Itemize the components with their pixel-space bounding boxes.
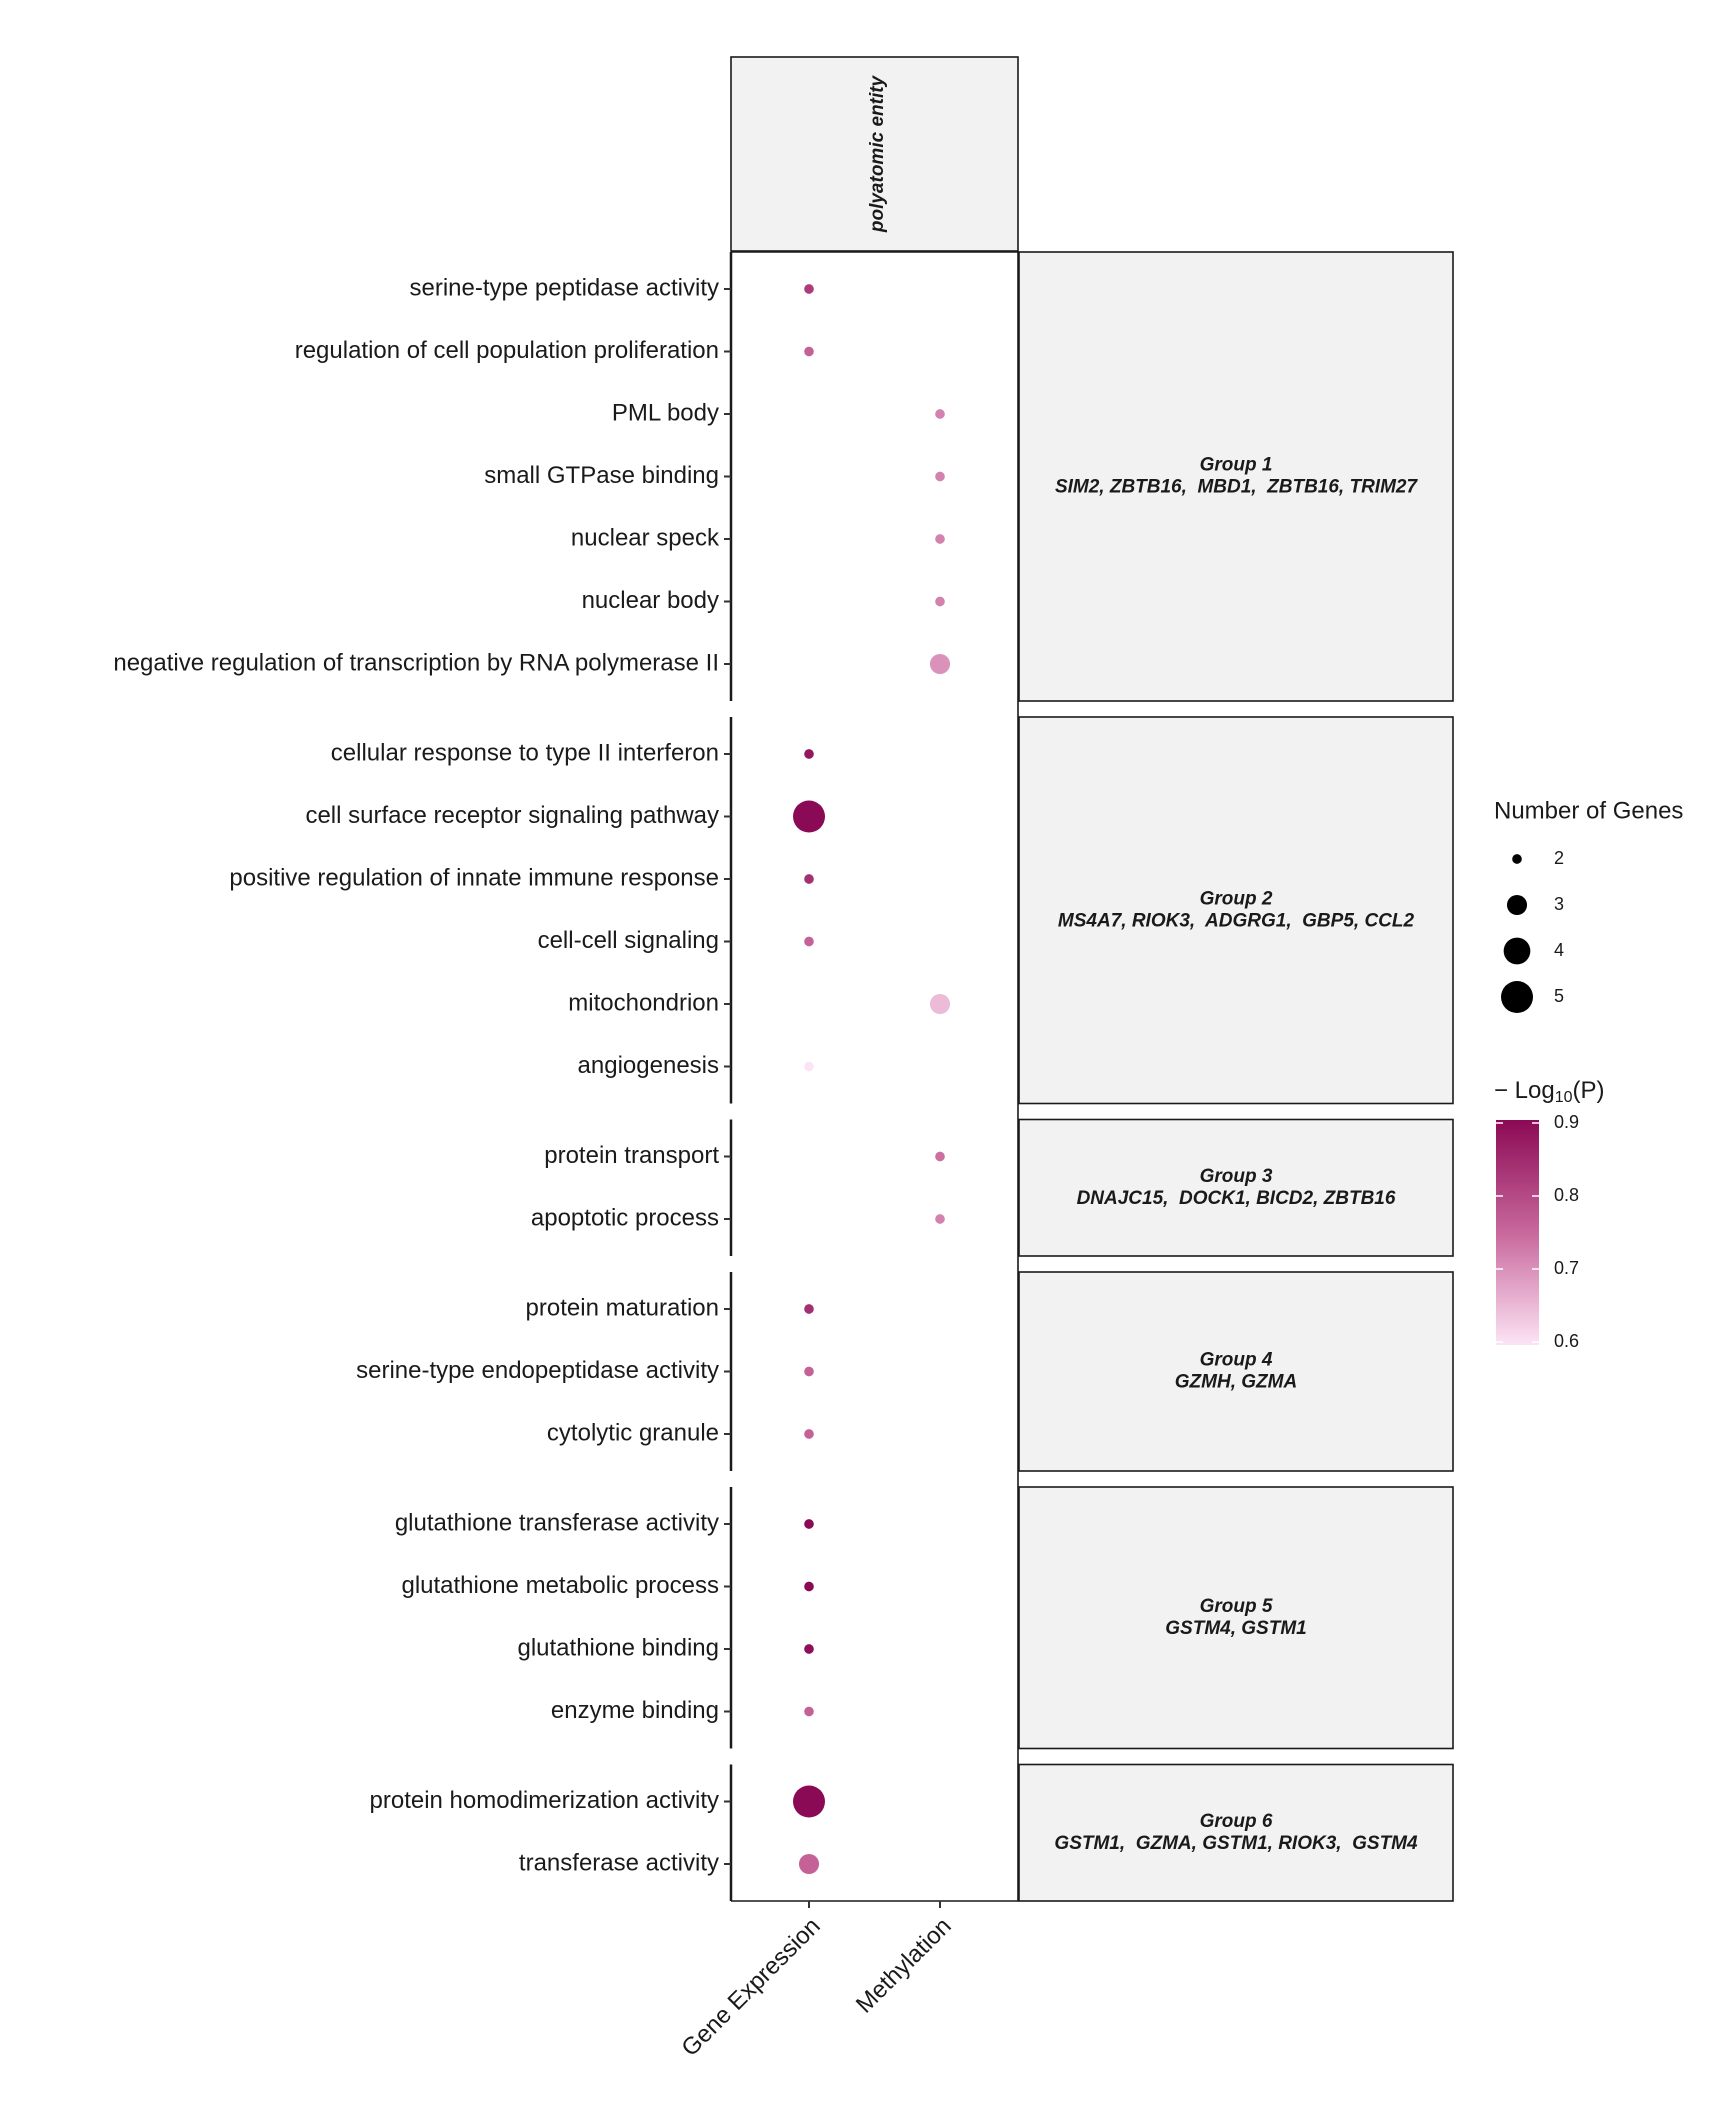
color-bar	[1496, 1120, 1539, 1345]
group-genes: DNAJC15, DOCK1, BICD2, ZBTB16	[1077, 1188, 1396, 1209]
dot	[804, 1366, 814, 1377]
dot	[804, 1061, 814, 1072]
dot	[935, 596, 945, 607]
x-tick-label: Gene Expression	[676, 1913, 825, 2062]
y-tick-label: cytolytic granule	[547, 1419, 719, 1446]
y-tick-label: glutathione metabolic process	[401, 1572, 719, 1599]
y-tick-label: regulation of cell population proliferat…	[295, 337, 719, 364]
color-bar-label: 0.9	[1554, 1112, 1579, 1132]
group-label: Group 4	[1200, 1350, 1273, 1371]
color-legend-title-prefix: − Log	[1494, 1077, 1555, 1104]
size-legend-label: 4	[1554, 940, 1564, 960]
dot	[804, 1581, 814, 1592]
color-bar-label: 0.6	[1554, 1331, 1579, 1351]
dot	[935, 1214, 945, 1224]
facet-strip	[730, 56, 1019, 252]
group-genes: GZMH, GZMA	[1175, 1372, 1297, 1393]
y-tick-label: transferase activity	[519, 1849, 719, 1876]
group-genes: MS4A7, RIOK3, ADGRG1, GBP5, CCL2	[1058, 910, 1415, 931]
y-tick-label: angiogenesis	[578, 1052, 719, 1079]
size-legend-key	[1503, 937, 1531, 965]
y-tick-label: protein transport	[544, 1142, 719, 1169]
size-legend-key	[1506, 894, 1528, 916]
y-tick-label: protein maturation	[526, 1294, 719, 1321]
y-tick-label: nuclear speck	[571, 524, 720, 551]
color-legend-title-subscript: 10	[1555, 1089, 1573, 1106]
group-genes: SIM2, ZBTB16, MBD1, ZBTB16, TRIM27	[1055, 477, 1419, 498]
dot	[793, 1785, 825, 1818]
size-legend-key	[1501, 981, 1533, 1013]
group-box	[1018, 1271, 1454, 1472]
dot	[804, 1304, 814, 1314]
dot	[929, 653, 951, 675]
group-label: Group 6	[1200, 1811, 1273, 1832]
y-tick-label: serine-type peptidase activity	[410, 274, 720, 301]
dot	[935, 471, 945, 482]
dot	[804, 874, 814, 884]
panel-border	[731, 251, 1019, 1902]
y-tick-label: PML body	[612, 399, 719, 426]
dot	[804, 284, 814, 294]
group-label: Group 2	[1200, 888, 1273, 909]
x-tick-label: Methylation	[851, 1913, 957, 2019]
size-legend-label: 3	[1554, 894, 1564, 914]
color-bar-label: 0.7	[1554, 1258, 1579, 1278]
dot	[804, 1706, 814, 1717]
dot	[798, 1853, 820, 1875]
dot	[804, 1429, 814, 1439]
group-box	[1018, 1118, 1454, 1257]
group-label: Group 3	[1200, 1166, 1273, 1187]
y-tick-label: glutathione binding	[517, 1634, 719, 1661]
y-tick-label: small GTPase binding	[484, 462, 719, 489]
size-legend-key	[1512, 854, 1522, 864]
group-box	[1018, 1486, 1454, 1750]
dot	[935, 409, 945, 419]
dot	[793, 800, 825, 833]
dot	[935, 534, 945, 544]
size-legend-title: Number of Genes	[1494, 797, 1683, 824]
y-tick-label: enzyme binding	[551, 1697, 719, 1724]
group-label: Group 5	[1200, 1596, 1273, 1617]
group-box	[1018, 1763, 1454, 1902]
facet-label: polyatomic entity	[867, 74, 888, 233]
group-box	[1018, 716, 1454, 1105]
color-legend-title: − Log10(P)	[1494, 1077, 1605, 1106]
y-tick-label: serine-type endopeptidase activity	[356, 1357, 719, 1384]
y-tick-label: cellular response to type II interferon	[331, 739, 719, 766]
y-tick-label: apoptotic process	[531, 1204, 719, 1231]
group-box	[1018, 251, 1454, 702]
group-genes: GSTM4, GSTM1	[1165, 1618, 1306, 1639]
y-tick-label: glutathione transferase activity	[395, 1509, 719, 1536]
dot	[804, 1519, 814, 1529]
dot	[804, 346, 814, 357]
y-tick-label: nuclear body	[582, 587, 719, 614]
y-tick-label: positive regulation of innate immune res…	[229, 864, 719, 891]
color-bar-label: 0.8	[1554, 1185, 1579, 1205]
y-tick-label: protein homodimerization activity	[370, 1787, 720, 1814]
y-tick-label: negative regulation of transcription by …	[113, 649, 719, 676]
group-genes: GSTM1, GZMA, GSTM1, RIOK3, GSTM4	[1054, 1833, 1418, 1854]
dot	[804, 936, 814, 947]
size-legend-label: 2	[1554, 848, 1564, 868]
dot	[804, 1644, 814, 1654]
group-label: Group 1	[1200, 455, 1273, 476]
color-legend-title-suffix: (P)	[1573, 1077, 1605, 1104]
dot	[929, 993, 951, 1015]
y-tick-label: cell-cell signaling	[538, 927, 719, 954]
dot	[935, 1151, 945, 1162]
y-tick-label: cell surface receptor signaling pathway	[305, 802, 719, 829]
dot	[804, 749, 814, 759]
size-legend-label: 5	[1554, 986, 1564, 1006]
y-tick-label: mitochondrion	[568, 989, 719, 1016]
